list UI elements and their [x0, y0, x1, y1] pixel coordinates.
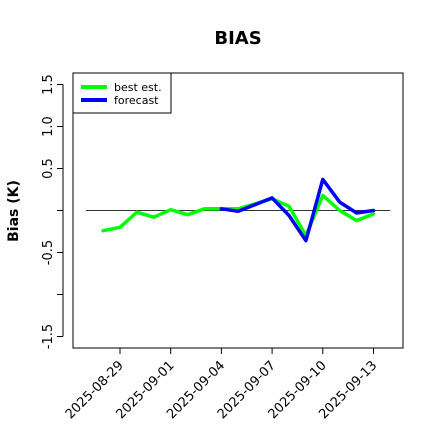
chart-title: BIAS: [214, 28, 261, 49]
y-tick-label: 1.5: [41, 74, 56, 95]
legend-label: forecast: [114, 94, 159, 107]
y-tick-label: 0.5: [41, 158, 56, 179]
legend-box: [72, 72, 172, 114]
series-line-forecast: [219, 177, 376, 243]
y-tick-label: 1.0: [41, 116, 56, 137]
y-tick-label: -1.5: [41, 324, 56, 349]
y-axis-title: Bias (K): [6, 180, 22, 242]
series-line-best-est: [101, 193, 376, 238]
legend-label: best est.: [114, 81, 162, 94]
y-tick-label: -0.5: [41, 240, 56, 265]
